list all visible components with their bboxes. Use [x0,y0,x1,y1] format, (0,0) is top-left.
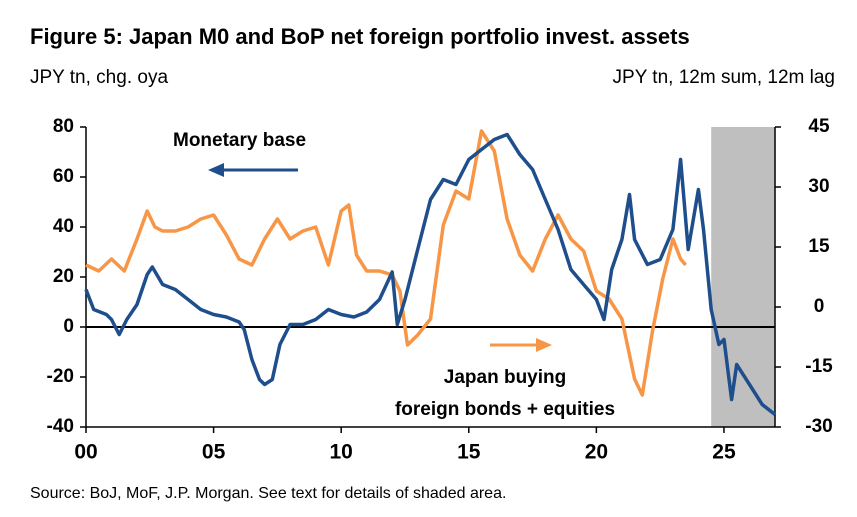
x-tick-label: 15 [457,441,481,464]
y2-tick-label: 45 [808,116,830,137]
x-tick-label: 20 [585,441,608,464]
y2-tick-label: 0 [814,296,825,317]
y-axis-label: JPY tn, chg. oya [30,67,168,88]
y-tick-label: 80 [53,116,74,137]
y-tick-label: -40 [47,416,74,437]
arrowhead [208,163,224,177]
y-tick-label: 40 [53,216,74,237]
x-tick-label: 05 [202,441,226,464]
arrowhead [536,338,552,352]
shaded-region [711,127,775,427]
series-line [84,132,777,416]
plot-area: -40 -20 0 20 40 60 80 -30 -15 0 15 30 45 00 05 10 15 20 25 [47,116,834,464]
y-tick-label: 20 [53,266,74,287]
y2-tick-label: 30 [808,176,829,197]
annotation: Monetary base [173,130,306,151]
y2-tick-label: -30 [805,416,832,437]
y-tick-label: 60 [53,166,74,187]
annotation: foreign bonds + equities [395,399,615,420]
y2-tick-label: 15 [808,236,830,257]
annotation: Japan buying [444,367,566,388]
source-note: Source: BoJ, MoF, J.P. Morgan. See text … [30,485,506,502]
y-tick-label: -20 [47,366,74,387]
y2-axis-label: JPY tn, 12m sum, 12m lag [613,67,835,88]
x-tick-label: 25 [712,441,736,464]
y-tick-label: 0 [63,316,74,337]
x-tick-label: 10 [330,441,353,464]
chart-title: Figure 5: Japan M0 and BoP net foreign p… [30,24,690,49]
series-line [85,129,688,397]
x-tick-label: 00 [74,441,97,464]
y2-tick-label: -15 [805,356,833,377]
